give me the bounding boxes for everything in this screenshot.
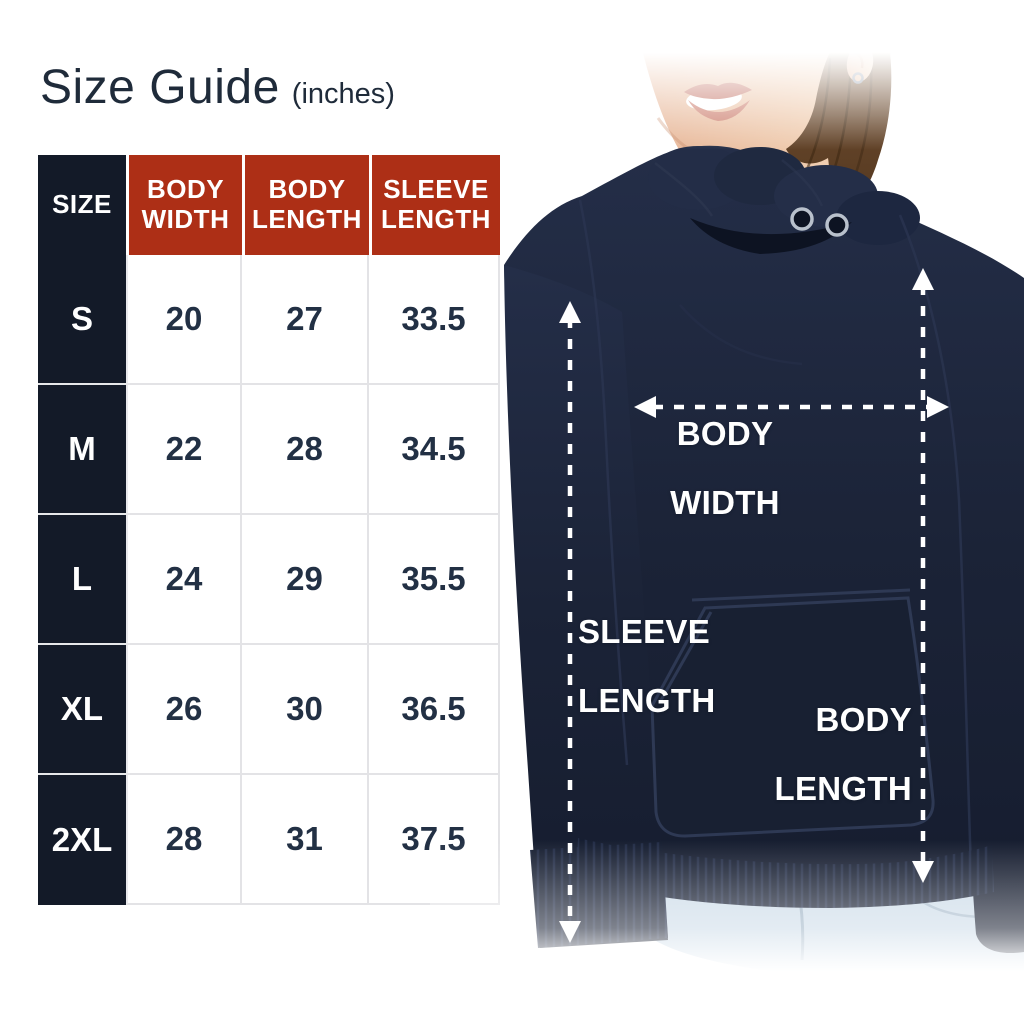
arrow-right-icon xyxy=(927,396,949,418)
sleeve-length-arrow xyxy=(559,301,581,943)
arrow-up-icon xyxy=(559,301,581,323)
body-width-arrow xyxy=(634,396,949,418)
value-xl-body-width: 26 xyxy=(126,645,242,775)
value-s-sleeve-length: 33.5 xyxy=(369,255,500,385)
kangaroo-pocket xyxy=(650,588,935,838)
model-photo: BODY WIDTH SLEEVE LENGTH BODY LENGTH xyxy=(430,0,1024,1000)
value-xl-body-length: 30 xyxy=(242,645,369,775)
hoodie xyxy=(504,145,1024,954)
value-s-body-length: 27 xyxy=(242,255,369,385)
body-width-label: BODY WIDTH xyxy=(670,415,780,522)
value-m-body-width: 22 xyxy=(126,385,242,515)
column-header-size: SIZE xyxy=(38,155,126,255)
column-header-body-length: BODY LENGTH xyxy=(242,155,369,255)
measurement-arrows xyxy=(559,268,949,943)
arrow-down-icon xyxy=(912,861,934,883)
hood xyxy=(648,146,920,254)
size-chart-table: SIZE BODY WIDTH BODY LENGTH SLEEVE LENGT… xyxy=(38,155,500,905)
value-l-body-width: 24 xyxy=(126,515,242,645)
value-2xl-body-length: 31 xyxy=(242,775,369,905)
photo-top-fade xyxy=(580,0,1024,150)
grommet-icon xyxy=(825,213,849,237)
arrow-up-icon xyxy=(912,268,934,290)
value-xl-sleeve-length: 36.5 xyxy=(369,645,500,775)
arrow-left-icon xyxy=(634,396,656,418)
value-s-body-width: 20 xyxy=(126,255,242,385)
value-2xl-body-width: 28 xyxy=(126,775,242,905)
left-arm-seam xyxy=(578,199,629,766)
body-length-arrow xyxy=(912,268,934,883)
right-arm-seam xyxy=(898,214,973,871)
column-header-body-width: BODY WIDTH xyxy=(126,155,242,255)
value-l-body-length: 29 xyxy=(242,515,369,645)
hoodie-illustration xyxy=(430,0,1024,1000)
column-header-sleeve-length: SLEEVE LENGTH xyxy=(369,155,500,255)
size-label-m: M xyxy=(38,385,126,515)
hoodie-left-sleeve xyxy=(504,265,668,948)
value-l-sleeve-length: 35.5 xyxy=(369,515,500,645)
arrow-down-icon xyxy=(559,921,581,943)
drawstring-grommets xyxy=(790,207,849,237)
title-unit: (inches) xyxy=(291,78,395,110)
grommet-icon xyxy=(790,207,814,231)
title-text: Size Guide xyxy=(40,61,280,114)
size-label-xl: XL xyxy=(38,645,126,775)
page-title: Size Guide (inches) xyxy=(40,60,395,115)
size-label-l: L xyxy=(38,515,126,645)
body-length-label: BODY LENGTH xyxy=(774,701,912,808)
value-m-sleeve-length: 34.5 xyxy=(369,385,500,515)
size-label-s: S xyxy=(38,255,126,385)
value-m-body-length: 28 xyxy=(242,385,369,515)
sleeve-length-label: SLEEVE LENGTH xyxy=(578,613,716,720)
size-label-2xl: 2XL xyxy=(38,775,126,905)
photo-bottom-fade xyxy=(430,840,1024,1000)
